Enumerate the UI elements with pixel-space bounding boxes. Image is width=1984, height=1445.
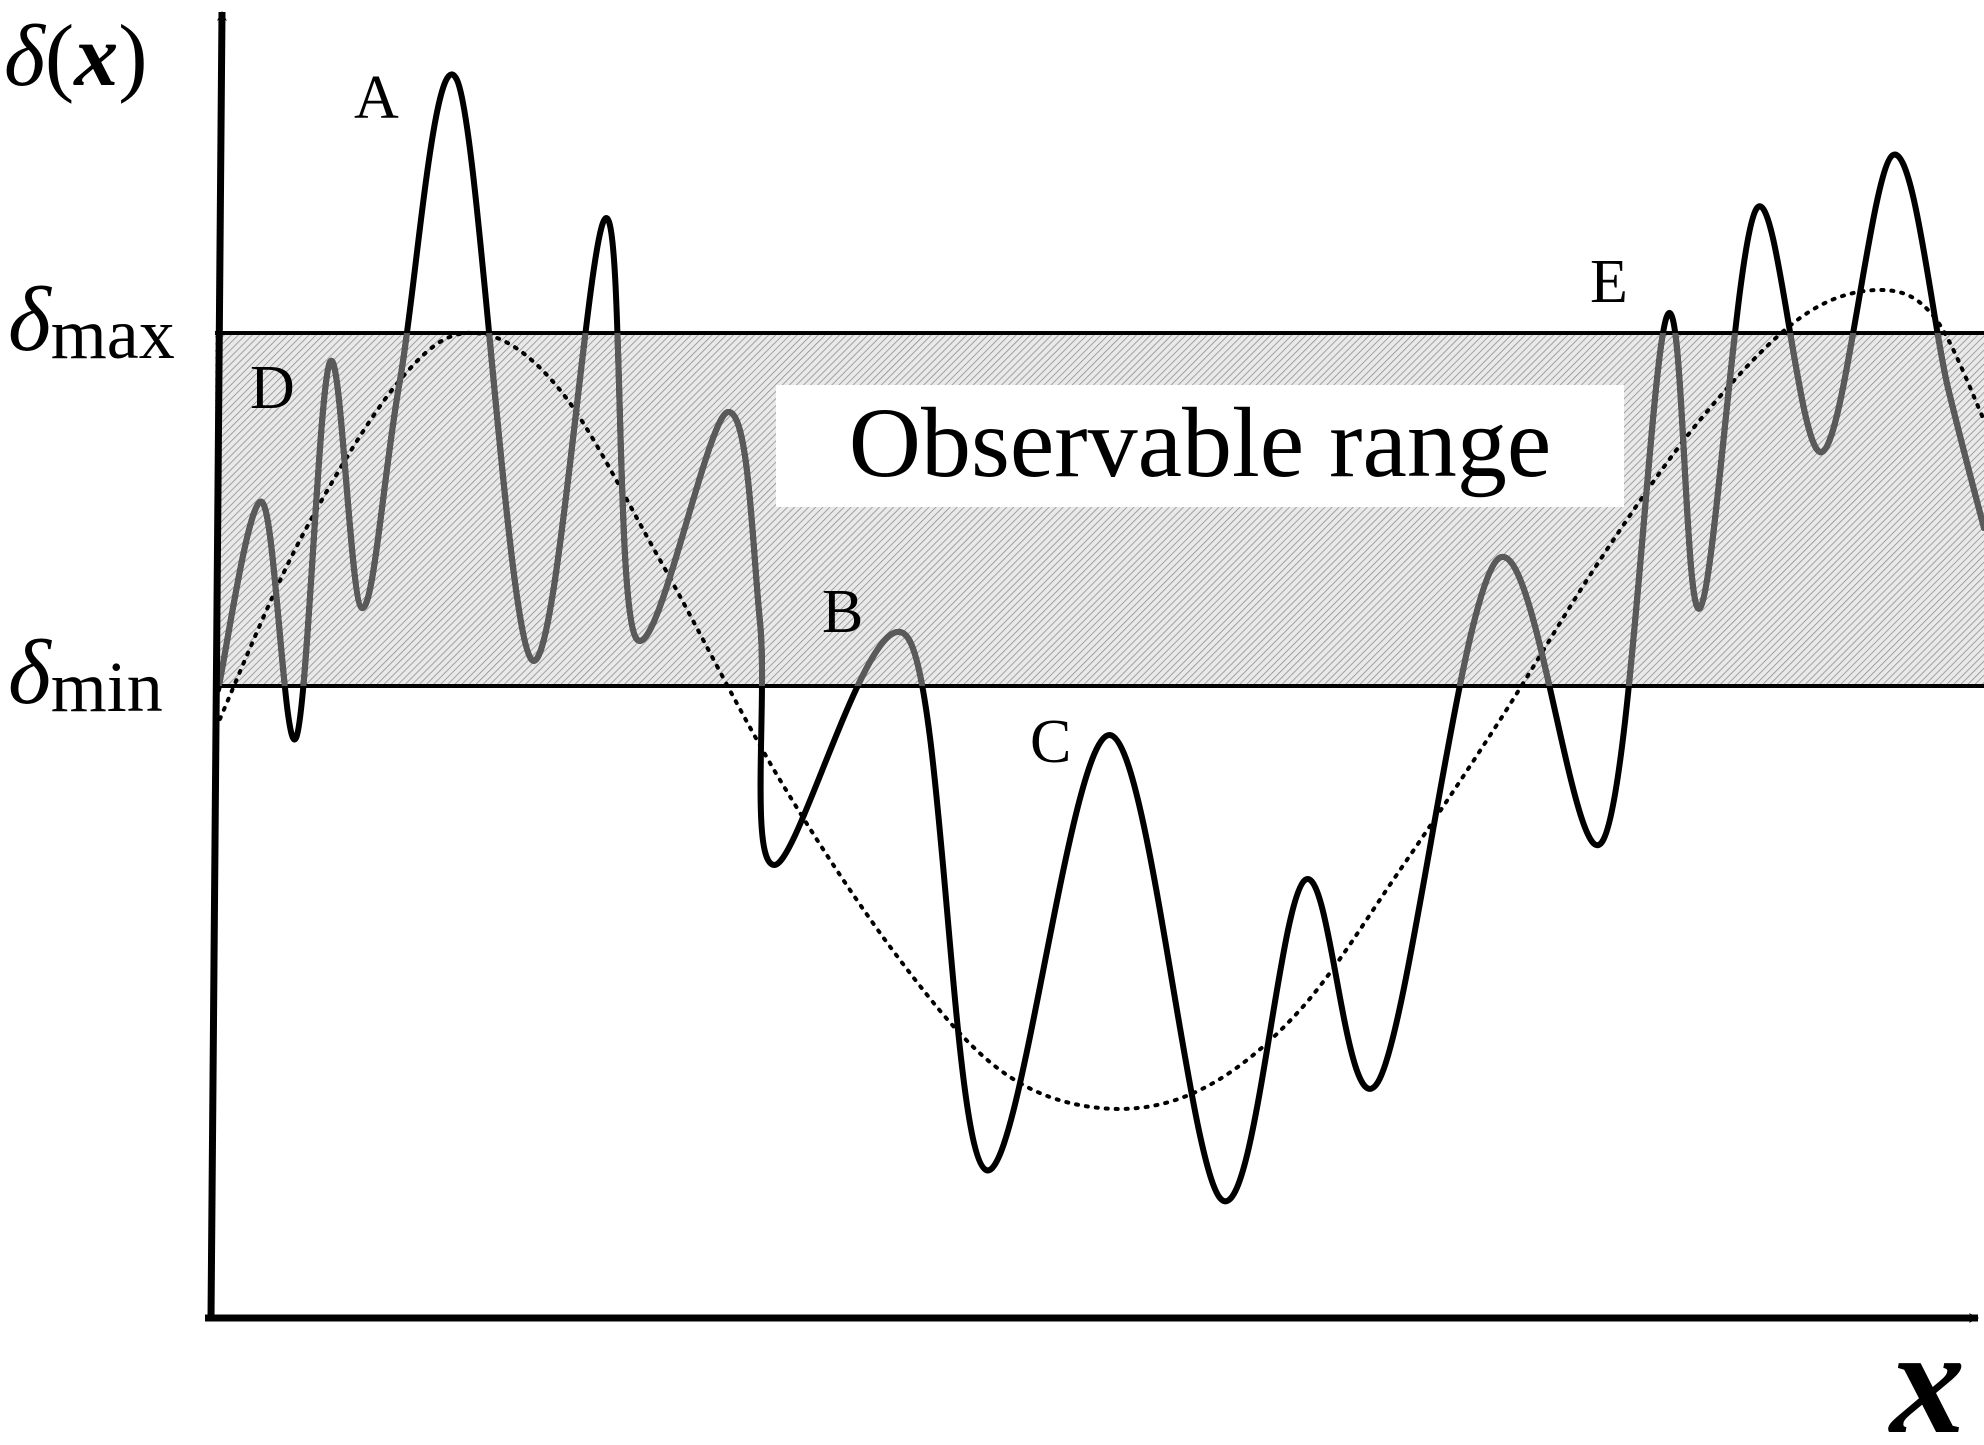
point-label-d: D	[250, 354, 295, 422]
y-axis	[207, 11, 227, 1319]
band-label: Observable range	[849, 387, 1551, 498]
x-axis-label: x	[1888, 1299, 1965, 1445]
delta-min-label: δmin	[8, 621, 163, 727]
point-label-e: E	[1590, 248, 1628, 316]
trend-curve	[214, 287, 1984, 1111]
band-label-background	[776, 385, 1624, 507]
profile-curve-in-band	[215, 333, 1984, 686]
delta-max-label: δmax	[8, 268, 175, 374]
point-label-a: A	[354, 64, 399, 132]
point-label-b: B	[822, 578, 863, 646]
point-label-c: C	[1030, 708, 1071, 776]
y-axis-label: δ(x)	[4, 8, 148, 105]
